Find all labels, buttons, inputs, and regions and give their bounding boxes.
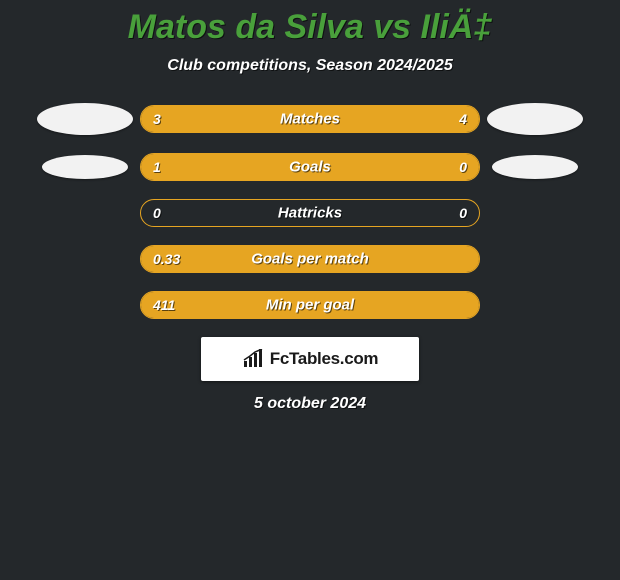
stat-bar-left-fill — [141, 106, 286, 132]
stat-bar: 1 0 Goals — [140, 153, 480, 181]
stat-label: Goals — [289, 159, 331, 176]
stat-left-value: 0 — [153, 205, 161, 221]
stats-list: 3 4 Matches 1 0 Goals 0 0 Hattricks 0.33 Goals per… — [0, 103, 620, 319]
stat-bar: 411 Min per goal — [140, 291, 480, 319]
stat-right-value: 4 — [459, 111, 467, 127]
stat-label: Matches — [280, 111, 340, 128]
stat-label: Goals per match — [251, 251, 369, 268]
stat-right-value: 0 — [459, 205, 467, 221]
player-a-flag-slot — [30, 155, 140, 179]
stat-label: Hattricks — [278, 205, 342, 222]
stat-row: 1 0 Goals — [0, 153, 620, 181]
logo-badge: FcTables.com — [201, 337, 419, 381]
stat-left-value: 1 — [153, 159, 161, 175]
player-a-flag-icon — [42, 155, 128, 179]
stat-left-value: 3 — [153, 111, 161, 127]
player-b-flag-slot — [480, 103, 590, 135]
logo-text: FcTables.com — [270, 349, 379, 369]
stat-bar: 0 0 Hattricks — [140, 199, 480, 227]
page-title: Matos da Silva vs IliÄ‡ — [0, 8, 620, 47]
date-label: 5 october 2024 — [0, 395, 620, 413]
chart-icon — [242, 349, 264, 369]
stat-row: 411 Min per goal — [0, 291, 620, 319]
stat-left-value: 0.33 — [153, 251, 180, 267]
stat-row: 0.33 Goals per match — [0, 245, 620, 273]
page-subtitle: Club competitions, Season 2024/2025 — [0, 57, 620, 75]
stat-left-value: 411 — [153, 297, 175, 313]
player-b-flag-icon — [492, 155, 578, 179]
player-b-flag-slot — [480, 155, 590, 179]
comparison-card: Matos da Silva vs IliÄ‡ Club competition… — [0, 0, 620, 413]
stat-bar: 0.33 Goals per match — [140, 245, 480, 273]
stat-label: Min per goal — [266, 297, 354, 314]
player-b-flag-icon — [487, 103, 583, 135]
player-a-flag-slot — [30, 103, 140, 135]
stat-row: 3 4 Matches — [0, 103, 620, 135]
stat-bar: 3 4 Matches — [140, 105, 480, 133]
player-a-flag-icon — [37, 103, 133, 135]
stat-right-value: 0 — [459, 159, 467, 175]
stat-row: 0 0 Hattricks — [0, 199, 620, 227]
